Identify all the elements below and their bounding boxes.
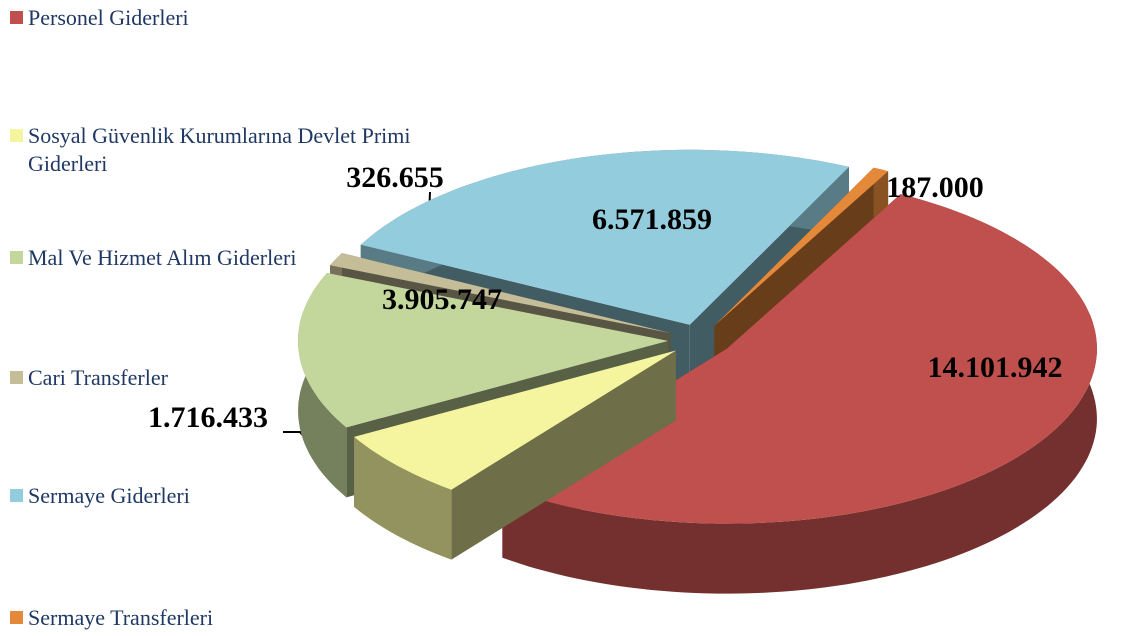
data-label: 3.905.747 bbox=[382, 283, 502, 316]
data-label: 187.000 bbox=[886, 171, 984, 204]
slice-top bbox=[360, 149, 849, 325]
legend-swatch bbox=[10, 129, 23, 142]
legend-item: Sermaye Transferleri bbox=[10, 604, 440, 632]
slice-top bbox=[298, 273, 669, 428]
legend-item: Sosyal Güvenlik Kurumlarına Devlet Primi… bbox=[10, 122, 440, 178]
slice bbox=[354, 350, 676, 560]
data-label: 14.101.942 bbox=[928, 351, 1063, 384]
data-label: 1.716.433 bbox=[148, 401, 268, 434]
slice-top bbox=[714, 167, 889, 326]
legend-item: Sermaye Giderleri bbox=[10, 482, 440, 510]
legend-label: Personel Giderleri bbox=[28, 5, 189, 30]
data-label: 326.655 bbox=[346, 161, 444, 194]
legend-swatch bbox=[10, 251, 23, 264]
legend-label: Mal Ve Hizmet Alım Giderleri bbox=[28, 245, 297, 270]
legend-swatch bbox=[10, 489, 23, 502]
legend-label: Cari Transferler bbox=[28, 365, 168, 390]
legend-item: Personel Giderleri bbox=[10, 4, 440, 32]
slice-top bbox=[502, 194, 1097, 524]
data-label: 6.571.859 bbox=[592, 203, 712, 236]
legend-item: Mal Ve Hizmet Alım Giderleri bbox=[10, 244, 440, 272]
legend-label: Sermaye Transferleri bbox=[28, 605, 214, 630]
slice-top bbox=[330, 253, 671, 334]
slice-side bbox=[354, 436, 452, 560]
legend-swatch bbox=[10, 11, 23, 24]
legend-swatch bbox=[10, 371, 23, 384]
legend-swatch bbox=[10, 611, 23, 624]
slice-side bbox=[502, 194, 1097, 594]
slice-top bbox=[354, 350, 676, 490]
legend-label: Sermaye Giderleri bbox=[28, 483, 190, 508]
legend-label: Sosyal Güvenlik Kurumlarına Devlet Primi… bbox=[28, 123, 411, 176]
legend-item: Cari Transferler bbox=[10, 364, 440, 392]
